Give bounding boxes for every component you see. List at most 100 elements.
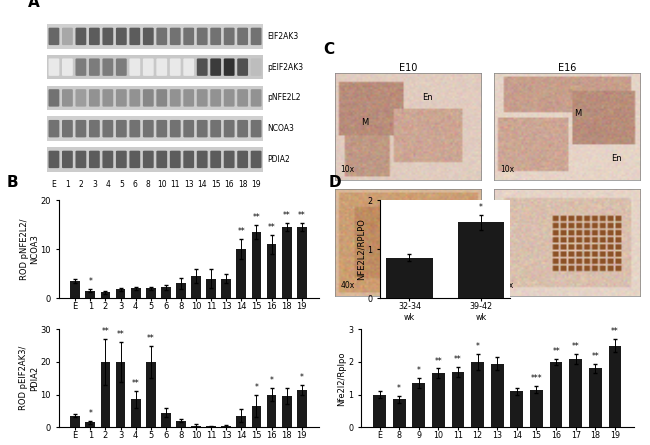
Text: 8: 8 <box>146 180 151 189</box>
FancyBboxPatch shape <box>224 58 235 76</box>
FancyBboxPatch shape <box>197 58 207 76</box>
FancyBboxPatch shape <box>89 89 100 107</box>
Bar <box>47 55 263 79</box>
Bar <box>589 368 602 427</box>
Y-axis label: ROD pEIF2AK3/
PDIA2: ROD pEIF2AK3/ PDIA2 <box>20 346 39 410</box>
Text: 2: 2 <box>79 180 83 189</box>
Text: *: * <box>88 409 92 418</box>
Bar <box>252 406 261 427</box>
FancyBboxPatch shape <box>89 120 100 138</box>
Bar <box>491 364 504 427</box>
FancyBboxPatch shape <box>237 151 248 168</box>
FancyBboxPatch shape <box>62 120 73 138</box>
Bar <box>116 362 125 427</box>
Bar <box>176 421 186 427</box>
Bar <box>550 362 562 427</box>
FancyBboxPatch shape <box>116 120 127 138</box>
Bar <box>206 426 216 427</box>
Bar <box>131 400 140 427</box>
FancyBboxPatch shape <box>183 58 194 76</box>
Bar <box>510 391 523 427</box>
Bar <box>47 117 263 141</box>
FancyBboxPatch shape <box>103 120 113 138</box>
Text: pEIF2AK3: pEIF2AK3 <box>267 63 303 72</box>
FancyBboxPatch shape <box>49 120 59 138</box>
Text: **: ** <box>283 211 291 220</box>
Text: 6: 6 <box>133 180 137 189</box>
FancyBboxPatch shape <box>89 151 100 168</box>
FancyBboxPatch shape <box>210 89 221 107</box>
FancyBboxPatch shape <box>251 28 261 45</box>
FancyBboxPatch shape <box>75 89 86 107</box>
Text: M: M <box>361 117 369 127</box>
Bar <box>412 383 425 427</box>
FancyBboxPatch shape <box>197 151 207 168</box>
Title: E10: E10 <box>398 63 417 73</box>
Text: **: ** <box>592 352 599 360</box>
FancyBboxPatch shape <box>237 120 248 138</box>
Bar <box>297 390 307 427</box>
Text: 18: 18 <box>238 180 248 189</box>
FancyBboxPatch shape <box>237 28 248 45</box>
FancyBboxPatch shape <box>197 28 207 45</box>
Text: pNFE2L2: pNFE2L2 <box>267 93 300 102</box>
Bar <box>131 288 140 298</box>
FancyBboxPatch shape <box>103 89 113 107</box>
FancyBboxPatch shape <box>129 89 140 107</box>
Bar <box>70 416 80 427</box>
Text: 4: 4 <box>105 180 110 189</box>
FancyBboxPatch shape <box>103 28 113 45</box>
Text: **: ** <box>132 380 140 388</box>
FancyBboxPatch shape <box>143 58 153 76</box>
FancyBboxPatch shape <box>251 120 261 138</box>
Bar <box>393 400 406 427</box>
Bar <box>85 422 96 427</box>
Text: 10x: 10x <box>500 165 514 174</box>
FancyBboxPatch shape <box>129 58 140 76</box>
Text: 40x: 40x <box>500 280 514 290</box>
Text: *: * <box>417 366 421 375</box>
FancyBboxPatch shape <box>251 58 261 76</box>
FancyBboxPatch shape <box>170 58 181 76</box>
Text: **: ** <box>552 347 560 356</box>
Bar <box>222 425 231 427</box>
Y-axis label: NFE2L2/RPLPO: NFE2L2/RPLPO <box>357 218 366 280</box>
FancyBboxPatch shape <box>143 120 153 138</box>
Text: **: ** <box>237 227 245 236</box>
FancyBboxPatch shape <box>75 120 86 138</box>
Text: 11: 11 <box>170 180 180 189</box>
FancyBboxPatch shape <box>62 28 73 45</box>
Text: D: D <box>328 175 341 190</box>
Text: 5: 5 <box>119 180 124 189</box>
FancyBboxPatch shape <box>157 89 167 107</box>
Bar <box>47 86 263 110</box>
Text: *: * <box>255 383 259 392</box>
FancyBboxPatch shape <box>197 89 207 107</box>
Text: **: ** <box>298 211 305 220</box>
Text: 14: 14 <box>198 180 207 189</box>
Text: ***: *** <box>530 375 542 384</box>
FancyBboxPatch shape <box>116 89 127 107</box>
Text: 10: 10 <box>157 180 166 189</box>
FancyBboxPatch shape <box>89 28 100 45</box>
FancyBboxPatch shape <box>157 58 167 76</box>
FancyBboxPatch shape <box>251 151 261 168</box>
Text: E: E <box>51 180 57 189</box>
FancyBboxPatch shape <box>75 28 86 45</box>
FancyBboxPatch shape <box>129 151 140 168</box>
Text: **: ** <box>572 342 580 351</box>
Text: B: B <box>6 175 18 190</box>
Bar <box>161 413 171 427</box>
Text: NCOA3: NCOA3 <box>267 124 294 133</box>
FancyBboxPatch shape <box>49 151 59 168</box>
Bar <box>386 258 433 298</box>
FancyBboxPatch shape <box>49 28 59 45</box>
Bar <box>85 291 96 298</box>
Bar <box>569 359 582 427</box>
Bar <box>266 244 276 298</box>
FancyBboxPatch shape <box>224 120 235 138</box>
FancyBboxPatch shape <box>49 58 59 76</box>
Text: A: A <box>28 0 40 10</box>
Y-axis label: Nfe2l2/Rplpo: Nfe2l2/Rplpo <box>337 351 346 405</box>
FancyBboxPatch shape <box>183 151 194 168</box>
